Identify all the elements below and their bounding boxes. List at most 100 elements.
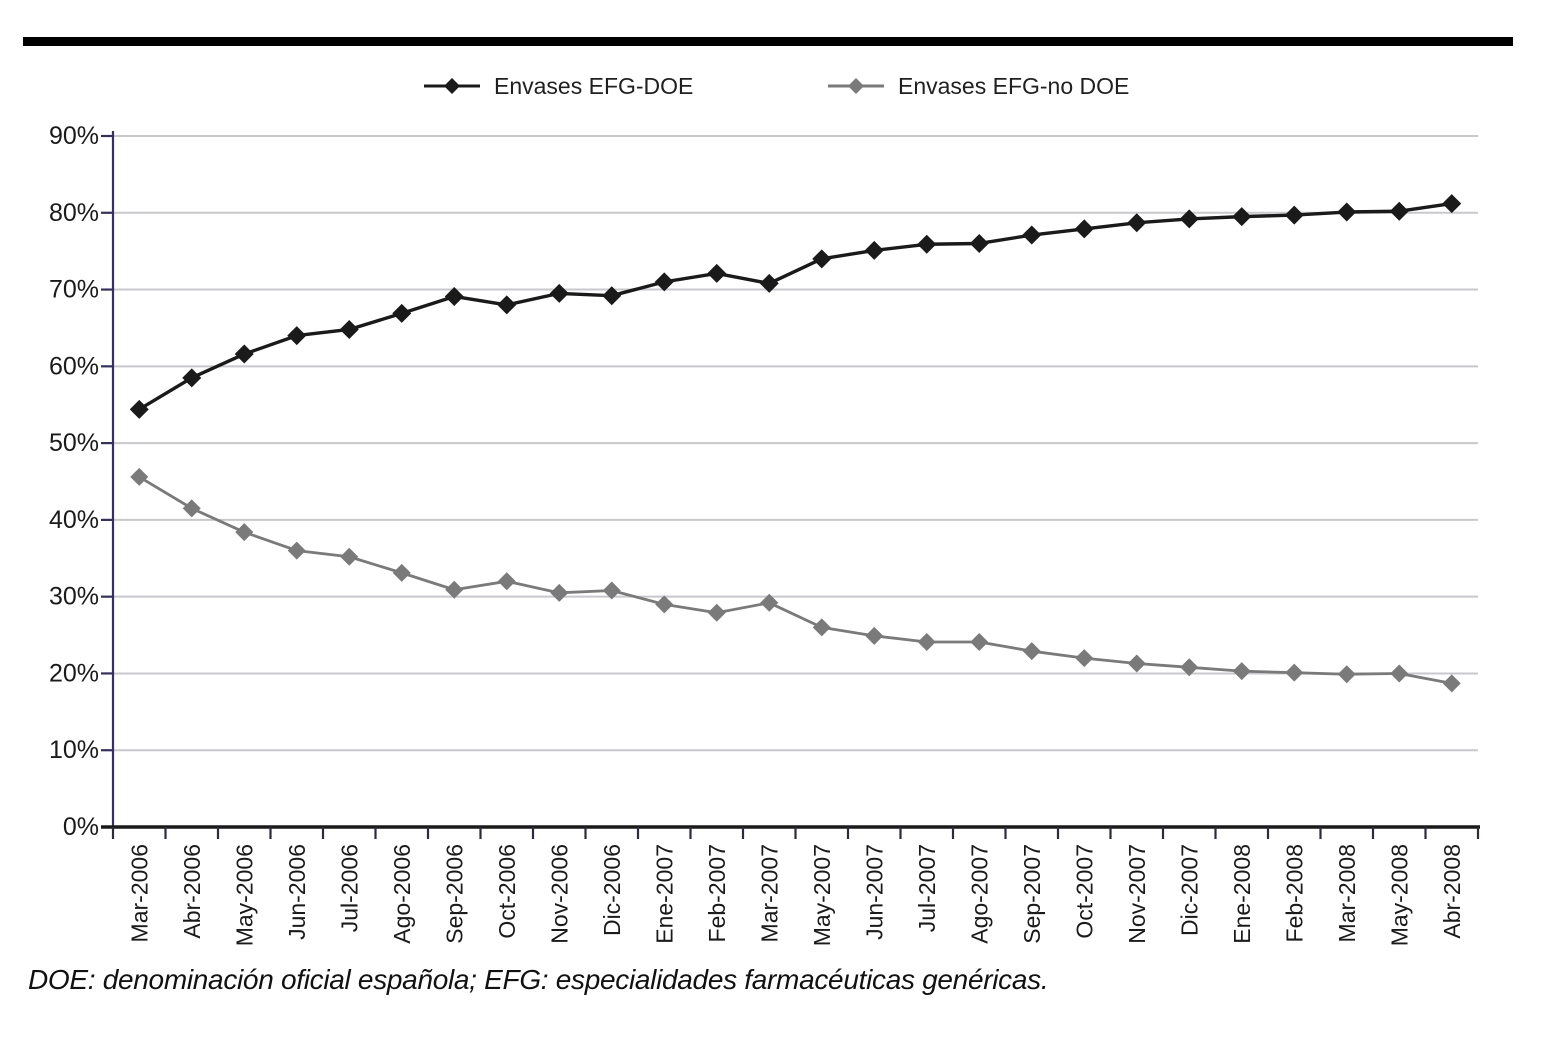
- y-tick-labels: 0% 10% 20% 30% 40% 50% 60% 70% 80% 90%: [49, 122, 99, 841]
- data-point-marker: [1022, 225, 1042, 245]
- data-point-marker: [1232, 662, 1251, 681]
- svg-text:Abr-2006: Abr-2006: [179, 844, 205, 939]
- legend-label-efg-no-doe: Envases EFG-no DOE: [898, 72, 1130, 99]
- svg-text:Nov-2007: Nov-2007: [1124, 844, 1150, 944]
- data-point-marker: [1075, 649, 1094, 668]
- svg-text:Abr-2008: Abr-2008: [1439, 844, 1465, 939]
- data-point-marker: [1127, 654, 1146, 673]
- data-point-marker: [759, 273, 779, 293]
- data-point-marker: [497, 295, 517, 315]
- data-point-marker: [182, 499, 201, 518]
- svg-text:Mar-2006: Mar-2006: [126, 844, 152, 942]
- data-point-marker: [287, 326, 307, 346]
- series-envases-efg-doe: [129, 194, 1462, 419]
- data-point-marker: [392, 563, 411, 582]
- data-point-marker: [707, 603, 726, 622]
- data-point-marker: [235, 523, 254, 542]
- footnote: DOE: denominación oficial española; EFG:…: [28, 964, 1049, 995]
- data-point-marker: [444, 286, 464, 306]
- data-point-marker: [865, 626, 884, 645]
- data-point-marker: [340, 547, 359, 566]
- svg-text:Sep-2006: Sep-2006: [441, 844, 467, 944]
- y-axis: [101, 131, 115, 829]
- data-point-marker: [550, 583, 569, 602]
- data-point-marker: [1232, 207, 1252, 227]
- series-envases-efg-no-doe: [130, 467, 1461, 693]
- data-point-marker: [602, 581, 621, 600]
- svg-text:Ago-2007: Ago-2007: [966, 844, 992, 944]
- svg-text:10%: 10%: [49, 736, 99, 764]
- data-point-marker: [654, 272, 674, 292]
- svg-text:Dic-2007: Dic-2007: [1176, 844, 1202, 936]
- data-point-marker: [339, 319, 359, 339]
- svg-text:May-2006: May-2006: [231, 844, 257, 946]
- data-point-marker: [864, 240, 884, 260]
- data-point-marker: [1127, 213, 1147, 233]
- data-point-marker: [1022, 642, 1041, 661]
- svg-text:Jul-2007: Jul-2007: [914, 844, 940, 932]
- data-point-marker: [1389, 201, 1409, 221]
- svg-text:70%: 70%: [49, 276, 99, 304]
- data-point-marker: [760, 593, 779, 612]
- svg-text:60%: 60%: [49, 352, 99, 380]
- svg-text:0%: 0%: [63, 813, 99, 841]
- data-point-marker: [812, 618, 831, 637]
- data-point-marker: [182, 368, 202, 388]
- data-point-marker: [287, 541, 306, 560]
- data-point-marker: [917, 234, 937, 254]
- data-point-marker: [655, 595, 674, 614]
- data-point-marker: [812, 249, 832, 269]
- x-tick-labels: Mar-2006 Abr-2006 May-2006 Jun-2006 Jul-2006…: [126, 844, 1465, 946]
- data-point-marker: [602, 286, 622, 306]
- svg-text:Dic-2006: Dic-2006: [599, 844, 625, 936]
- legend-item-efg-doe: Envases EFG-DOE: [423, 70, 693, 102]
- svg-text:Nov-2006: Nov-2006: [546, 844, 572, 944]
- data-point-marker: [549, 283, 569, 303]
- data-point-marker: [1285, 663, 1304, 682]
- data-point-marker: [445, 580, 464, 599]
- svg-text:Oct-2007: Oct-2007: [1071, 844, 1097, 939]
- data-point-marker: [392, 303, 412, 323]
- svg-text:Jul-2006: Jul-2006: [336, 844, 362, 932]
- svg-text:Feb-2007: Feb-2007: [704, 844, 730, 942]
- data-point-marker: [970, 632, 989, 651]
- data-point-marker: [969, 233, 989, 253]
- svg-text:May-2008: May-2008: [1386, 844, 1412, 946]
- svg-text:Oct-2006: Oct-2006: [494, 844, 520, 939]
- svg-text:Sep-2007: Sep-2007: [1019, 844, 1045, 944]
- data-point-marker: [707, 263, 727, 283]
- data-point-marker: [129, 399, 149, 419]
- data-point-marker: [1179, 209, 1199, 229]
- data-point-marker: [1442, 194, 1462, 214]
- legend-label-efg-doe: Envases EFG-DOE: [494, 72, 694, 99]
- svg-text:50%: 50%: [49, 429, 99, 457]
- data-point-marker: [1390, 664, 1409, 683]
- data-point-marker: [1180, 658, 1199, 677]
- data-point-marker: [1442, 674, 1461, 693]
- data-point-marker: [917, 632, 936, 651]
- svg-text:Mar-2008: Mar-2008: [1334, 844, 1360, 942]
- svg-text:Jun-2007: Jun-2007: [861, 844, 887, 940]
- svg-text:Feb-2008: Feb-2008: [1281, 844, 1307, 942]
- efg-doe-line-marker-icon: [424, 78, 480, 94]
- svg-text:20%: 20%: [49, 659, 99, 687]
- svg-text:40%: 40%: [49, 506, 99, 534]
- x-axis: [101, 825, 1480, 839]
- svg-text:Ene-2008: Ene-2008: [1229, 844, 1255, 944]
- data-point-marker: [1284, 205, 1304, 225]
- svg-text:Ago-2006: Ago-2006: [389, 844, 415, 944]
- svg-text:Mar-2007: Mar-2007: [756, 844, 782, 942]
- data-point-marker: [1337, 665, 1356, 684]
- svg-text:Ene-2007: Ene-2007: [651, 844, 677, 944]
- svg-text:May-2007: May-2007: [809, 844, 835, 946]
- gridlines: [113, 135, 1478, 752]
- svg-text:80%: 80%: [49, 199, 99, 227]
- data-point-marker: [497, 572, 516, 591]
- legend-item-efg-no-doe: Envases EFG-no DOE: [827, 70, 1129, 102]
- svg-text:90%: 90%: [49, 122, 99, 150]
- data-point-marker: [130, 467, 149, 486]
- svg-text:Jun-2006: Jun-2006: [284, 844, 310, 940]
- data-point-marker: [1337, 202, 1357, 222]
